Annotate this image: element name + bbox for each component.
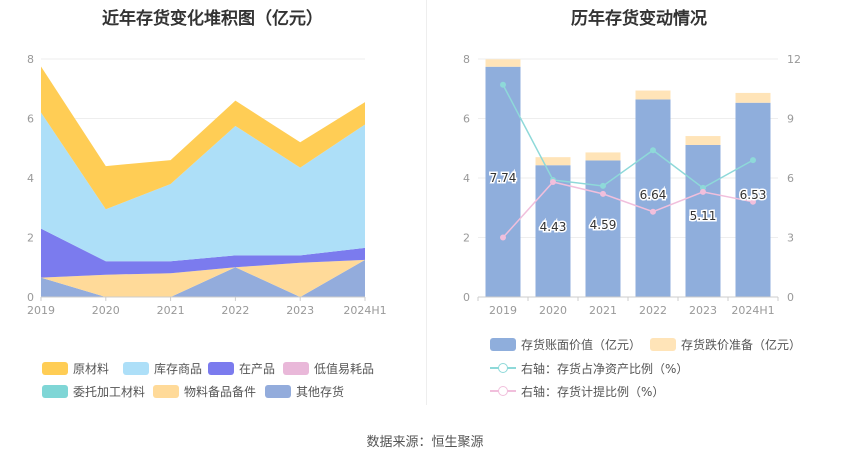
bar-value-label: 7.74	[490, 171, 517, 185]
legend-swatch	[650, 337, 676, 351]
legend-label: 在产品	[239, 361, 276, 376]
area-series-5	[41, 112, 365, 262]
data-source-note: 数据来源：恒生聚源	[366, 435, 484, 450]
legend-label: 其他存货	[296, 384, 345, 399]
left-x-tick-label: 2019	[27, 304, 55, 317]
left-legend-item[interactable]: 委托加工材料	[42, 383, 145, 399]
right-x-tick-label: 2021	[589, 304, 617, 317]
left-legend-item[interactable]: 库存商品	[123, 360, 202, 376]
left-x-tick-label: 2022	[221, 304, 249, 317]
bar-book-value	[535, 165, 571, 297]
legend-label: 右轴：存货计提比例（%）	[521, 384, 665, 399]
line-point	[550, 178, 556, 185]
right-y-tick-label: 0	[463, 291, 470, 304]
line-point	[650, 208, 656, 215]
left-legend-item[interactable]: 物料备品备件	[153, 383, 256, 399]
left-legend-item[interactable]: 低值易耗品	[283, 360, 374, 376]
left-x-tick-label: 2021	[157, 304, 185, 317]
line-point	[700, 188, 706, 195]
left-y-tick-label: 8	[27, 53, 34, 66]
right-y2-tick-label: 0	[787, 291, 794, 304]
legend-swatch	[208, 361, 234, 375]
right-y-tick-label: 8	[463, 53, 470, 66]
line-point	[750, 157, 756, 164]
bar-book-value	[685, 144, 721, 297]
bar-impairment	[685, 136, 721, 145]
line-point	[650, 147, 656, 154]
bar-impairment	[585, 152, 621, 161]
chart-divider	[426, 0, 427, 405]
right-x-tick-label: 2022	[639, 304, 667, 317]
legend-label: 物料备品备件	[184, 384, 257, 399]
left-y-tick-label: 2	[27, 232, 34, 245]
legend-label: 库存商品	[154, 361, 203, 376]
area-series-4	[41, 228, 365, 278]
right-legend-item[interactable]: 存货账面价值（亿元）	[490, 336, 641, 352]
left-y-tick-label: 0	[27, 291, 34, 304]
legend-label: 原材料	[73, 361, 110, 376]
right-x-tick-label: 2024H1	[731, 304, 774, 317]
legend-swatch	[123, 361, 149, 375]
legend-swatch	[42, 361, 68, 375]
right-y-tick-label: 2	[463, 232, 470, 245]
legend-swatch	[490, 361, 516, 375]
line-point	[750, 198, 756, 205]
bar-value-label: 4.59	[590, 218, 617, 232]
bar-value-label: 6.64	[640, 188, 667, 202]
right-x-tick-label: 2019	[489, 304, 517, 317]
legend-label: 存货账面价值（亿元）	[521, 337, 642, 352]
bar-book-value	[485, 66, 521, 297]
right-y-tick-label: 4	[463, 172, 470, 185]
line-point	[500, 81, 506, 88]
left-chart-title: 近年存货变化堆积图（亿元）	[102, 9, 323, 29]
right-y2-tick-label: 6	[787, 172, 794, 185]
left-x-tick-label: 2023	[286, 304, 314, 317]
right-x-tick-label: 2020	[539, 304, 567, 317]
line-point	[500, 234, 506, 241]
line-series-1	[502, 181, 754, 239]
bar-impairment	[735, 92, 771, 103]
line-point	[600, 182, 606, 189]
bar-impairment	[535, 157, 571, 166]
left-legend-item[interactable]: 其他存货	[265, 383, 344, 399]
legend-swatch	[490, 337, 516, 351]
legend-swatch	[283, 361, 309, 375]
right-y2-tick-label: 3	[787, 232, 794, 245]
right-legend-item[interactable]: 存货跌价准备（亿元）	[650, 336, 801, 352]
right-legend-item[interactable]: 右轴：存货计提比例（%）	[490, 383, 664, 399]
bar-value-label: 4.43	[540, 220, 567, 234]
legend-swatch	[490, 384, 516, 398]
left-legend-item[interactable]: 原材料	[42, 360, 109, 376]
left-x-tick-label: 2024H1	[343, 304, 386, 317]
left-x-tick-label: 2020	[92, 304, 120, 317]
legend-swatch	[42, 384, 68, 398]
bar-value-label: 6.53	[740, 188, 767, 202]
area-series-0	[41, 259, 365, 297]
right-chart-title: 历年存货变动情况	[571, 9, 707, 29]
legend-label: 存货跌价准备（亿元）	[681, 337, 802, 352]
line-series-0	[502, 84, 754, 189]
legend-label: 委托加工材料	[73, 384, 146, 399]
right-y2-tick-label: 9	[787, 113, 794, 126]
line-point	[600, 190, 606, 197]
bar-impairment	[635, 90, 671, 100]
right-legend-item[interactable]: 右轴：存货占净资产比例（%）	[490, 360, 688, 376]
bar-value-label: 5.11	[690, 209, 717, 223]
bar-impairment	[485, 59, 521, 67]
legend-label: 右轴：存货占净资产比例（%）	[521, 361, 689, 376]
right-x-tick-label: 2023	[689, 304, 717, 317]
left-y-tick-label: 4	[27, 172, 34, 185]
right-y-tick-label: 6	[463, 113, 470, 126]
area-series-6	[41, 66, 365, 210]
left-legend-item[interactable]: 在产品	[208, 360, 275, 376]
right-y2-tick-label: 12	[787, 53, 801, 66]
legend-label: 低值易耗品	[314, 361, 375, 376]
area-series-1	[41, 259, 365, 297]
legend-swatch	[265, 384, 291, 398]
bar-book-value	[635, 99, 671, 298]
left-y-tick-label: 6	[27, 113, 34, 126]
legend-swatch	[153, 384, 179, 398]
